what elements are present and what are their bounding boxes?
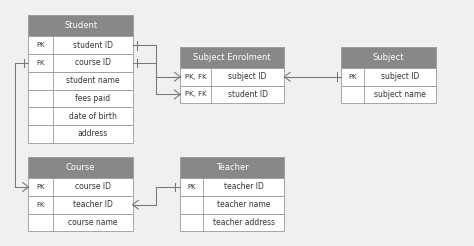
Text: FK: FK xyxy=(36,60,45,66)
Text: PK: PK xyxy=(348,74,357,80)
Bar xyxy=(341,47,436,68)
Text: subject name: subject name xyxy=(374,90,426,99)
Bar xyxy=(28,90,133,107)
Bar xyxy=(28,157,133,178)
Text: PK: PK xyxy=(36,184,45,190)
Text: course name: course name xyxy=(68,218,118,227)
Text: subject ID: subject ID xyxy=(228,72,267,81)
Bar xyxy=(180,68,284,86)
Bar xyxy=(180,214,284,231)
Text: course ID: course ID xyxy=(75,183,111,191)
Text: teacher ID: teacher ID xyxy=(73,200,113,209)
Text: PK, FK: PK, FK xyxy=(185,74,206,80)
Bar xyxy=(28,15,133,36)
Bar xyxy=(180,47,284,68)
Text: student name: student name xyxy=(66,76,119,85)
Bar xyxy=(28,72,133,90)
Text: fees paid: fees paid xyxy=(75,94,110,103)
Bar xyxy=(341,68,436,86)
Text: student ID: student ID xyxy=(228,90,268,99)
Bar xyxy=(28,54,133,72)
Text: Course: Course xyxy=(66,163,95,172)
Text: course ID: course ID xyxy=(75,59,111,67)
Bar xyxy=(180,178,284,196)
Text: Teacher: Teacher xyxy=(216,163,249,172)
Bar xyxy=(28,196,133,214)
Text: teacher name: teacher name xyxy=(217,200,270,209)
Text: teacher ID: teacher ID xyxy=(224,183,264,191)
Text: date of birth: date of birth xyxy=(69,112,117,121)
Bar xyxy=(28,107,133,125)
Text: PK: PK xyxy=(187,184,196,190)
Bar xyxy=(341,86,436,103)
Text: subject ID: subject ID xyxy=(381,72,419,81)
Text: Subject: Subject xyxy=(373,53,404,62)
Bar xyxy=(28,36,133,54)
Text: student ID: student ID xyxy=(73,41,113,50)
Bar xyxy=(28,178,133,196)
Text: Student: Student xyxy=(64,21,97,31)
Text: Subject Enrolment: Subject Enrolment xyxy=(193,53,271,62)
Bar xyxy=(180,86,284,103)
Bar xyxy=(180,196,284,214)
Text: PK, FK: PK, FK xyxy=(185,92,206,97)
Bar xyxy=(28,214,133,231)
Text: teacher address: teacher address xyxy=(213,218,274,227)
Bar xyxy=(28,125,133,143)
Bar xyxy=(180,157,284,178)
Text: PK: PK xyxy=(36,42,45,48)
Text: address: address xyxy=(78,129,108,138)
Text: FK: FK xyxy=(36,202,45,208)
